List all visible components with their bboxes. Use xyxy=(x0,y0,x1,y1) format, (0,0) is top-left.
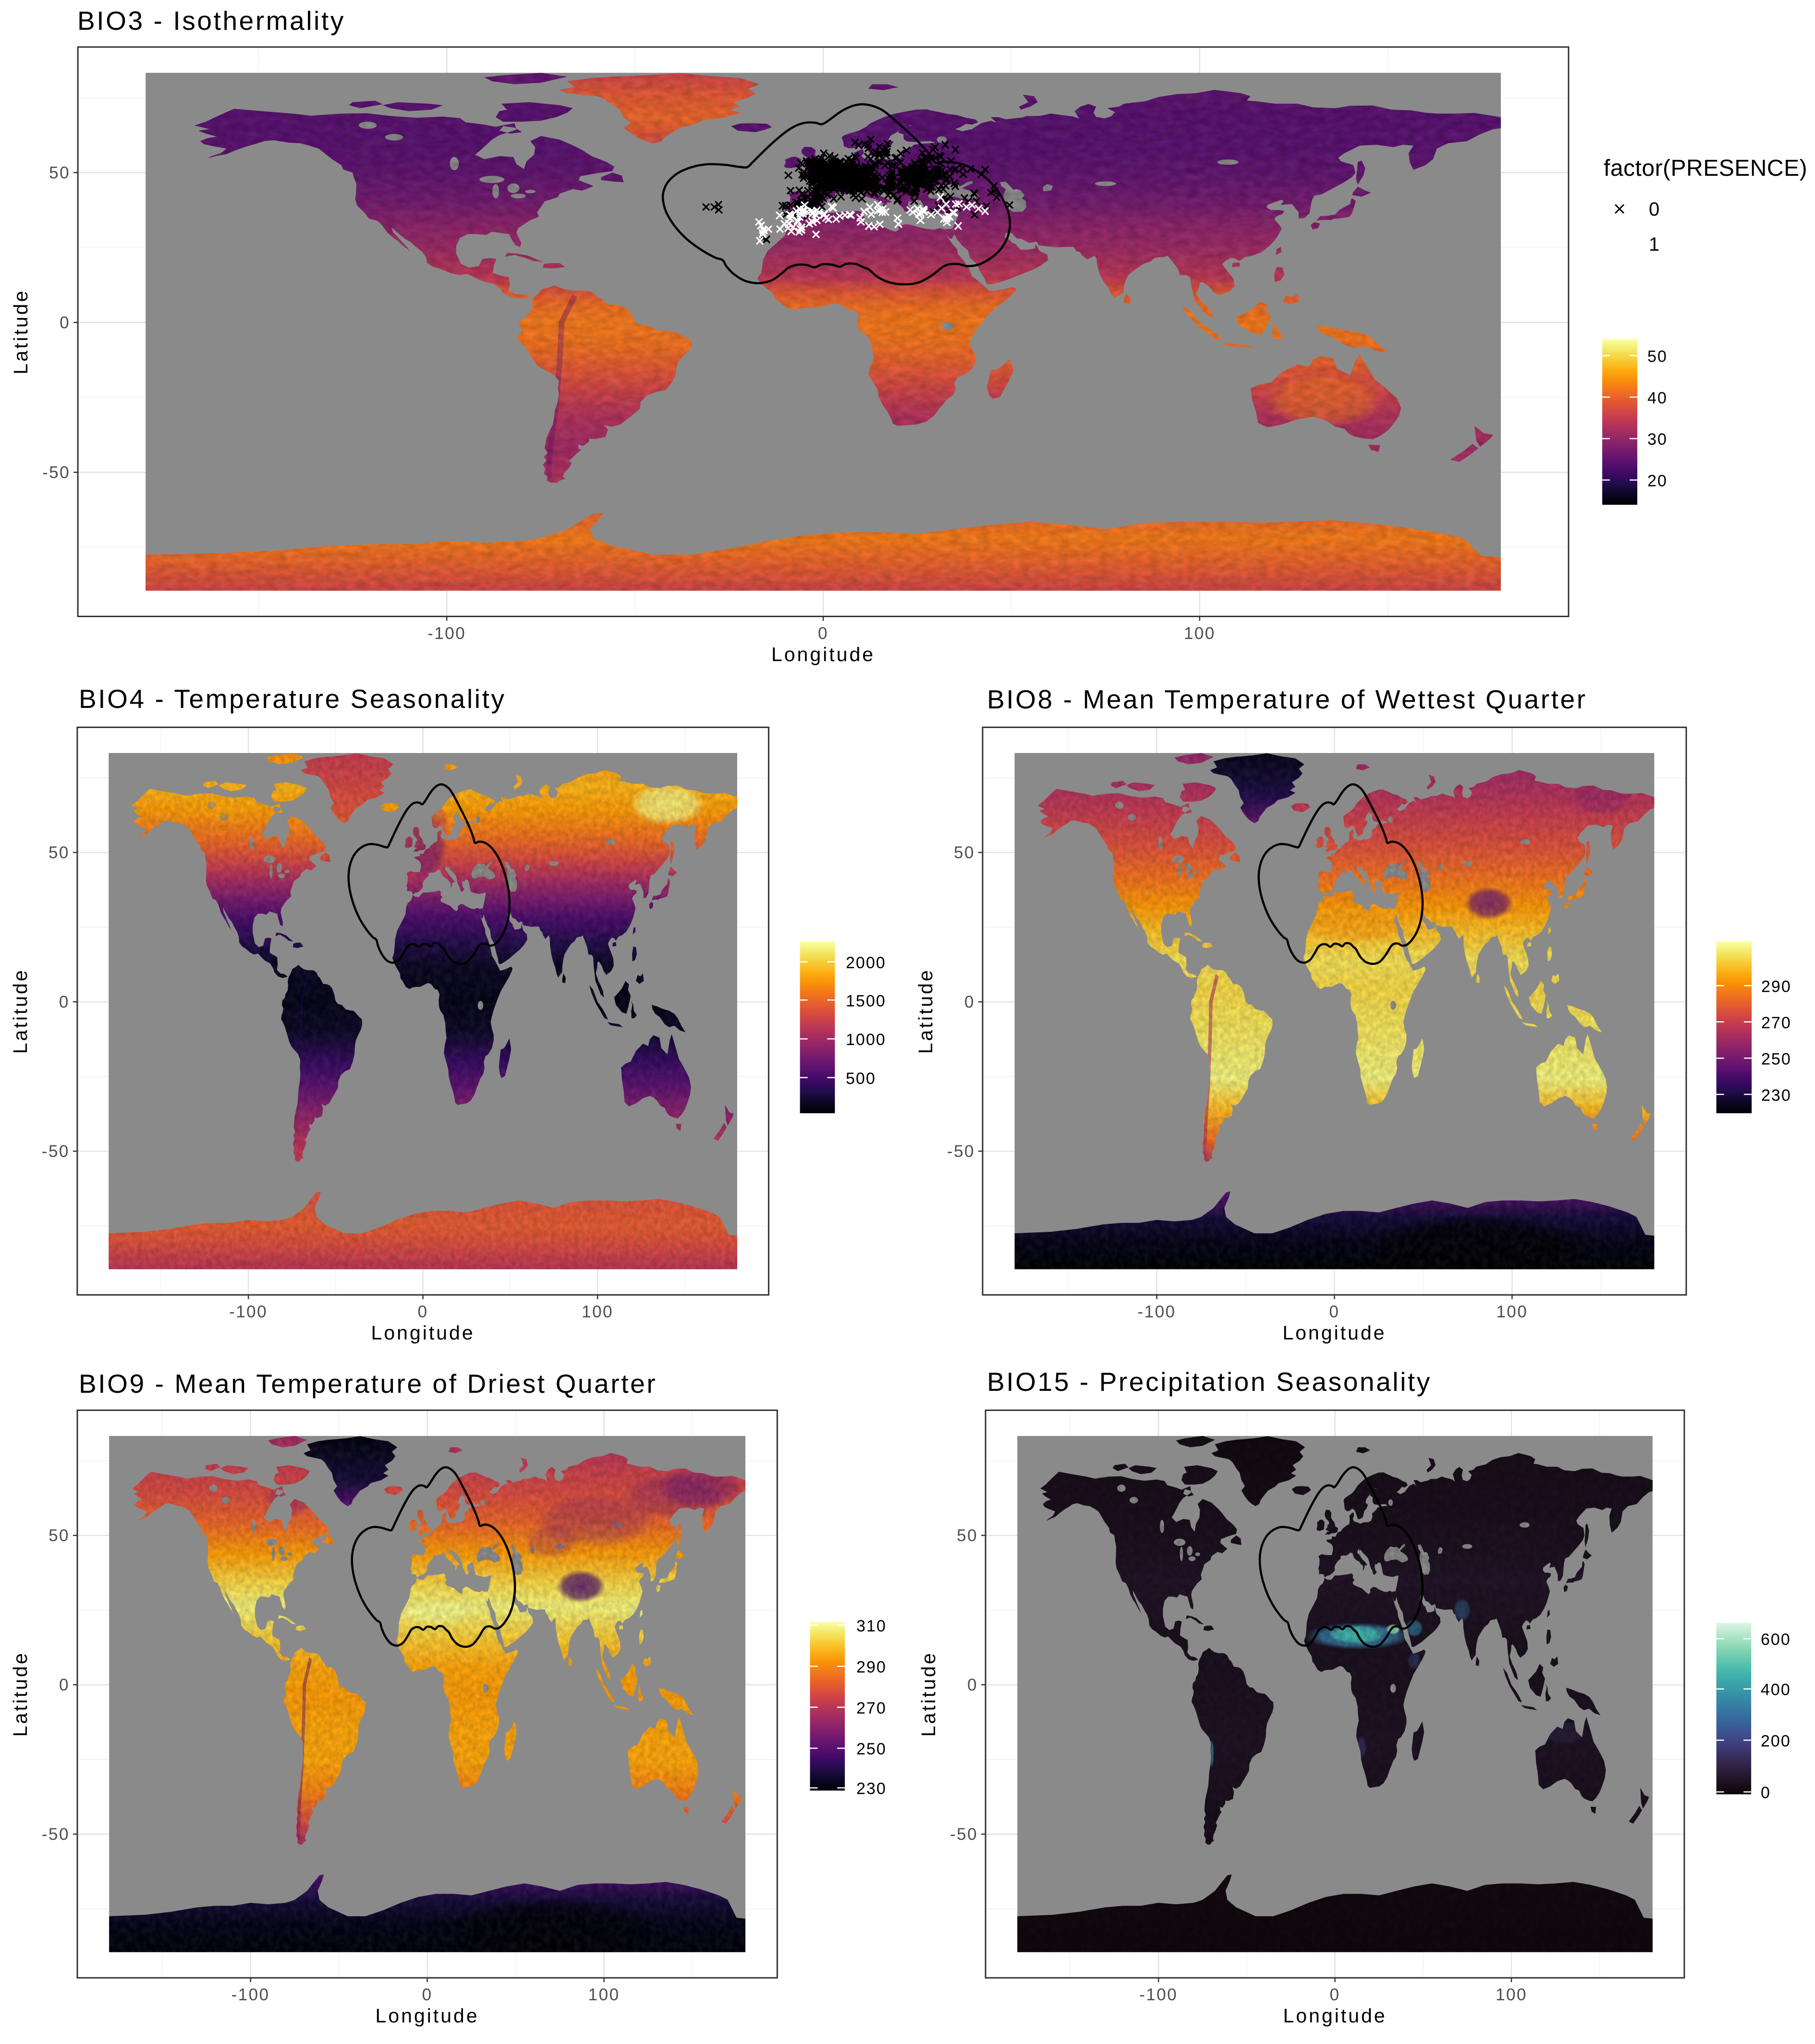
svg-text:0: 0 xyxy=(418,1302,428,1321)
svg-text:Latitude: Latitude xyxy=(9,1651,31,1737)
svg-text:400: 400 xyxy=(1761,1681,1791,1699)
svg-text:290: 290 xyxy=(856,1658,887,1677)
svg-text:50: 50 xyxy=(49,1526,70,1545)
svg-text:290: 290 xyxy=(1761,977,1791,996)
svg-text:-50: -50 xyxy=(950,1825,978,1844)
svg-text:270: 270 xyxy=(856,1699,887,1717)
svg-text:0: 0 xyxy=(59,1676,70,1694)
svg-text:1500: 1500 xyxy=(846,992,886,1010)
svg-text:factor(PRESENCE): factor(PRESENCE) xyxy=(1604,156,1807,181)
svg-text:100: 100 xyxy=(1496,1302,1528,1321)
svg-text:500: 500 xyxy=(846,1070,876,1088)
svg-text:-100: -100 xyxy=(1137,1302,1176,1321)
svg-text:100: 100 xyxy=(588,1985,620,2004)
svg-text:BIO8 - Mean Temperature of Wet: BIO8 - Mean Temperature of Wettest Quart… xyxy=(987,684,1587,714)
svg-text:270: 270 xyxy=(1761,1014,1791,1032)
svg-text:-100: -100 xyxy=(229,1302,268,1321)
svg-text:0: 0 xyxy=(1330,1985,1340,2004)
svg-text:100: 100 xyxy=(1184,624,1216,643)
svg-text:BIO9 - Mean Temperature of Dri: BIO9 - Mean Temperature of Driest Quarte… xyxy=(79,1369,657,1399)
svg-text:250: 250 xyxy=(1761,1050,1791,1068)
svg-text:50: 50 xyxy=(957,1526,978,1545)
svg-text:0: 0 xyxy=(1649,199,1659,220)
svg-text:30: 30 xyxy=(1647,430,1668,449)
svg-text:-100: -100 xyxy=(427,624,466,643)
svg-text:BIO15 - Precipitation Seasonal: BIO15 - Precipitation Seasonality xyxy=(987,1367,1432,1397)
svg-text:Longitude: Longitude xyxy=(371,1322,475,1344)
svg-text:Longitude: Longitude xyxy=(1282,1322,1386,1344)
svg-text:-50: -50 xyxy=(42,463,70,482)
svg-text:-100: -100 xyxy=(1139,1985,1178,2004)
svg-text:Longitude: Longitude xyxy=(1283,2005,1387,2027)
svg-text:-50: -50 xyxy=(42,1825,70,1844)
svg-text:0: 0 xyxy=(967,1676,978,1694)
svg-text:BIO4 - Temperature Seasonality: BIO4 - Temperature Seasonality xyxy=(79,684,506,714)
svg-text:40: 40 xyxy=(1647,389,1668,407)
svg-text:200: 200 xyxy=(1761,1732,1791,1750)
svg-text:2000: 2000 xyxy=(846,954,886,972)
svg-text:0: 0 xyxy=(1329,1302,1340,1321)
svg-text:100: 100 xyxy=(582,1302,613,1321)
svg-text:0: 0 xyxy=(818,624,828,643)
svg-text:-50: -50 xyxy=(947,1142,975,1161)
svg-text:50: 50 xyxy=(49,163,70,182)
svg-text:0: 0 xyxy=(60,313,70,332)
svg-text:0: 0 xyxy=(1761,1784,1771,1802)
svg-text:50: 50 xyxy=(1647,348,1668,366)
svg-text:-50: -50 xyxy=(42,1142,70,1161)
svg-text:250: 250 xyxy=(856,1740,887,1758)
svg-text:50: 50 xyxy=(954,843,975,862)
svg-text:Latitude: Latitude xyxy=(10,289,32,375)
svg-text:50: 50 xyxy=(49,843,70,862)
svg-text:100: 100 xyxy=(1496,1985,1527,2004)
svg-text:230: 230 xyxy=(856,1780,887,1798)
svg-text:Latitude: Latitude xyxy=(9,968,31,1054)
svg-text:Longitude: Longitude xyxy=(376,2005,479,2027)
svg-text:1000: 1000 xyxy=(846,1031,886,1049)
svg-text:230: 230 xyxy=(1761,1086,1791,1105)
svg-text:0: 0 xyxy=(59,993,70,1011)
svg-text:0: 0 xyxy=(964,993,975,1011)
svg-text:1: 1 xyxy=(1649,234,1659,255)
svg-text:310: 310 xyxy=(856,1617,887,1635)
svg-text:600: 600 xyxy=(1761,1630,1791,1649)
svg-text:20: 20 xyxy=(1647,472,1668,490)
svg-text:Latitude: Latitude xyxy=(914,968,937,1054)
svg-text:Longitude: Longitude xyxy=(771,644,875,666)
svg-text:BIO3 - Isothermality: BIO3 - Isothermality xyxy=(77,6,345,36)
svg-text:0: 0 xyxy=(422,1985,433,2004)
svg-text:Latitude: Latitude xyxy=(917,1651,939,1737)
svg-text:-100: -100 xyxy=(231,1985,270,2004)
